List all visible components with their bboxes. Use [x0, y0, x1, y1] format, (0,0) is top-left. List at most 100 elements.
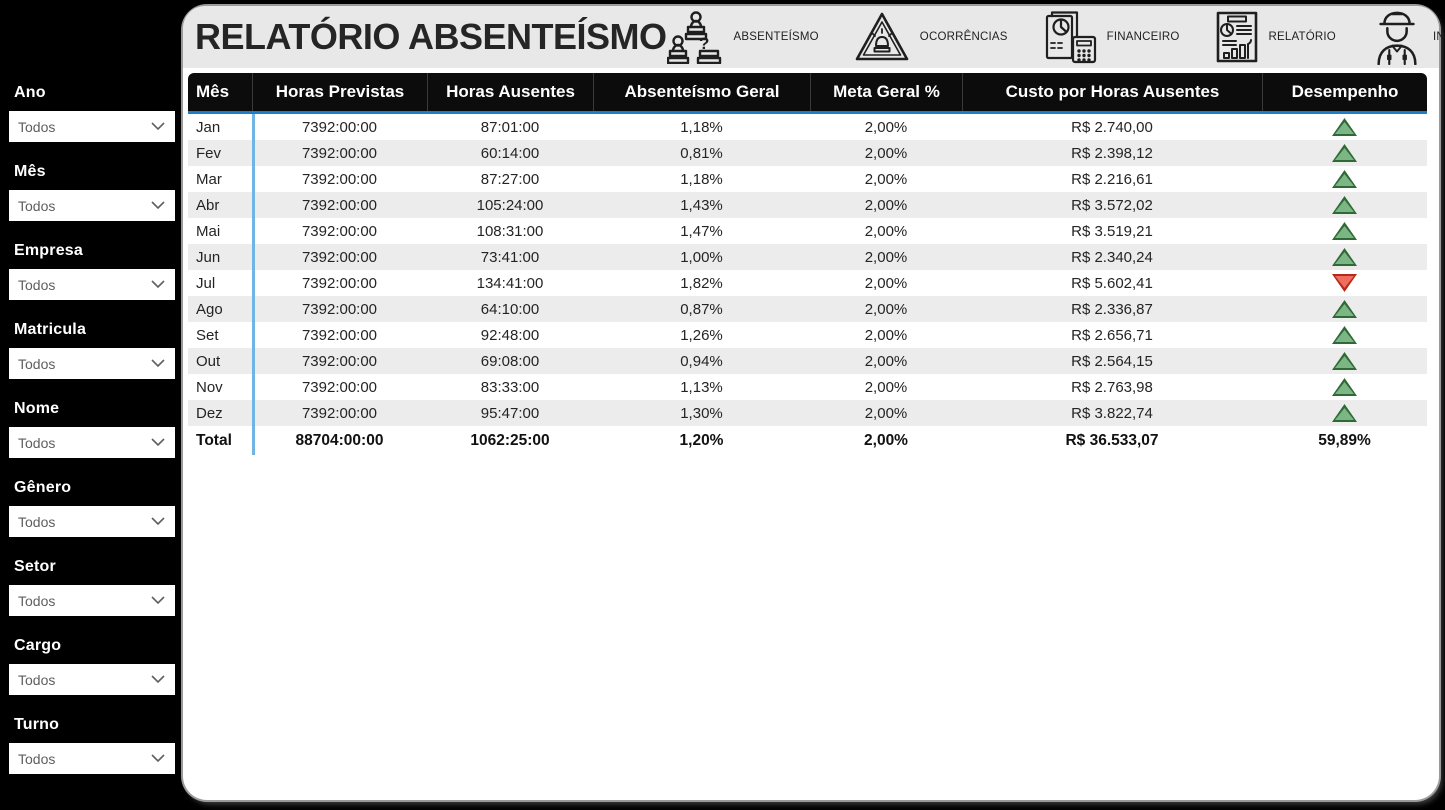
- cell-desempenho: [1262, 352, 1427, 370]
- nome-filter-dropdown[interactable]: Todos: [9, 427, 175, 458]
- cell-horas-previstas: 7392:00:00: [301, 196, 378, 214]
- filter-group-turno: Turno Todos: [9, 716, 175, 774]
- cell-horas-ausentes: 64:10:00: [480, 300, 540, 318]
- cell-horas-previstas: 7392:00:00: [301, 352, 378, 370]
- cell-custo: R$ 5.602,41: [1071, 274, 1153, 292]
- financial-document-calculator-icon: [1045, 11, 1096, 64]
- cell-desempenho: [1262, 300, 1427, 318]
- column-header-mes[interactable]: Mês: [196, 82, 230, 101]
- table-row-dez[interactable]: Dez 7392:00:00 95:47:00 1,30% 2,00% R$ 3…: [188, 400, 1427, 426]
- cell-desempenho: [1262, 170, 1427, 188]
- kpi-triangle-icon: [1332, 326, 1357, 344]
- cell-mes: Mai: [196, 222, 221, 240]
- cell-horas-ausentes: 87:27:00: [480, 170, 540, 188]
- chevron-down-icon: [151, 280, 165, 289]
- dropdown-value: Todos: [18, 355, 56, 372]
- column-header-absenteismo-geral[interactable]: Absenteísmo Geral: [593, 73, 810, 111]
- table-row-abr[interactable]: Abr 7392:00:00 105:24:00 1,43% 2,00% R$ …: [188, 192, 1427, 218]
- chevron-down-icon: [151, 754, 165, 763]
- cell-custo: R$ 3.519,21: [1071, 222, 1153, 240]
- table-row-set[interactable]: Set 7392:00:00 92:48:00 1,26% 2,00% R$ 2…: [188, 322, 1427, 348]
- cargo-filter-dropdown[interactable]: Todos: [9, 664, 175, 695]
- filter-group-empresa: Empresa Todos: [9, 242, 175, 300]
- nav-item-relatorio[interactable]: RELATÓRIO: [1214, 10, 1336, 64]
- cell-meta: 2,00%: [864, 404, 908, 422]
- nav-item-individual[interactable]: INDIVIDUAL: [1370, 9, 1445, 65]
- cell-desempenho: [1262, 248, 1427, 266]
- cell-desempenho: [1262, 196, 1427, 214]
- cell-desempenho: [1262, 378, 1427, 396]
- table-row-nov[interactable]: Nov 7392:00:00 83:33:00 1,13% 2,00% R$ 2…: [188, 374, 1427, 400]
- cell-horas-previstas: 7392:00:00: [301, 144, 378, 162]
- column-header-meta-geral[interactable]: Meta Geral %: [810, 73, 962, 111]
- setor-filter-dropdown[interactable]: Todos: [9, 585, 175, 616]
- cell-absenteismo: 1,82%: [680, 274, 723, 292]
- cell-absenteismo: 1,30%: [680, 404, 723, 422]
- table-row-jun[interactable]: Jun 7392:00:00 73:41:00 1,00% 2,00% R$ 2…: [188, 244, 1427, 270]
- svg-text:?: ?: [699, 34, 709, 53]
- kpi-triangle-icon: [1332, 274, 1357, 292]
- cell-horas-ausentes: 87:01:00: [480, 118, 540, 136]
- cell-meta: 2,00%: [864, 378, 908, 396]
- absenteeism-table: Mês Horas Previstas Horas Ausentes Absen…: [188, 73, 1427, 455]
- table-row-out[interactable]: Out 7392:00:00 69:08:00 0,94% 2,00% R$ 2…: [188, 348, 1427, 374]
- cell-horas-previstas: 7392:00:00: [301, 118, 378, 136]
- table-row-jan[interactable]: Jan 7392:00:00 87:01:00 1,18% 2,00% R$ 2…: [188, 114, 1427, 140]
- column-header-horas-previstas[interactable]: Horas Previstas: [252, 73, 427, 111]
- kpi-triangle-icon: [1332, 118, 1357, 136]
- report-chart-document-icon: [1216, 11, 1257, 63]
- cell-meta: 2,00%: [864, 170, 908, 188]
- individual-worker-icon: [1377, 11, 1417, 65]
- table-row-jul[interactable]: Jul 7392:00:00 134:41:00 1,82% 2,00% R$ …: [188, 270, 1427, 296]
- cell-mes: Jan: [196, 118, 221, 136]
- cell-absenteismo: 1,13%: [680, 378, 723, 396]
- column-header-custo[interactable]: Custo por Horas Ausentes: [962, 73, 1262, 111]
- nav-item-financeiro[interactable]: FINANCEIRO: [1042, 10, 1180, 64]
- cell-mes: Dez: [196, 404, 223, 422]
- nav-label: INDIVIDUAL: [1432, 31, 1445, 43]
- ano-filter-dropdown[interactable]: Todos: [9, 111, 175, 142]
- cell-mes: Set: [196, 326, 219, 344]
- cell-custo: R$ 2.656,71: [1071, 326, 1153, 344]
- filter-group-nome: Nome Todos: [9, 400, 175, 458]
- nav-item-absenteismo[interactable]: ? ABSENTEÍSMO: [666, 10, 819, 64]
- table-row-mar[interactable]: Mar 7392:00:00 87:27:00 1,18% 2,00% R$ 2…: [188, 166, 1427, 192]
- filter-label-setor: Setor: [14, 558, 56, 575]
- column-header-desempenho[interactable]: Desempenho: [1262, 73, 1427, 111]
- table-row-fev[interactable]: Fev 7392:00:00 60:14:00 0,81% 2,00% R$ 2…: [188, 140, 1427, 166]
- cell-custo: R$ 2.740,00: [1071, 118, 1153, 136]
- chevron-down-icon: [151, 438, 165, 447]
- filter-group-ano: Ano Todos: [9, 84, 175, 142]
- cell-desempenho: [1262, 326, 1427, 344]
- kpi-triangle-icon: [1332, 352, 1357, 370]
- page-nav: ? ABSENTEÍSMO OCORRÊNCIAS: [666, 9, 1445, 65]
- filter-label-empresa: Empresa: [14, 242, 83, 259]
- cell-absenteismo: 1,18%: [680, 170, 723, 188]
- cell-desempenho: [1262, 222, 1427, 240]
- cell-horas-previstas: 7392:00:00: [301, 222, 378, 240]
- cell-horas-ausentes: 134:41:00: [476, 274, 544, 292]
- cell-meta: 2,00%: [864, 274, 908, 292]
- cell-custo: R$ 2.564,15: [1071, 352, 1153, 370]
- total-meta: 2,00%: [864, 431, 908, 449]
- matricula-filter-dropdown[interactable]: Todos: [9, 348, 175, 379]
- filter-label-mes: Mês: [14, 163, 46, 180]
- cell-mes: Mar: [196, 170, 222, 188]
- genero-filter-dropdown[interactable]: Todos: [9, 506, 175, 537]
- mes-filter-dropdown[interactable]: Todos: [9, 190, 175, 221]
- table-row-mai[interactable]: Mai 7392:00:00 108:31:00 1,47% 2,00% R$ …: [188, 218, 1427, 244]
- table-row-ago[interactable]: Ago 7392:00:00 64:10:00 0,87% 2,00% R$ 2…: [188, 296, 1427, 322]
- chevron-down-icon: [151, 201, 165, 210]
- turno-filter-dropdown[interactable]: Todos: [9, 743, 175, 774]
- filter-label-nome: Nome: [14, 400, 60, 417]
- filter-group-cargo: Cargo Todos: [9, 637, 175, 695]
- total-absenteismo: 1,20%: [679, 431, 724, 449]
- column-header-horas-ausentes[interactable]: Horas Ausentes: [427, 73, 593, 111]
- cell-horas-previstas: 7392:00:00: [301, 404, 378, 422]
- cell-absenteismo: 1,18%: [680, 118, 723, 136]
- nav-item-ocorrencias[interactable]: OCORRÊNCIAS: [853, 11, 1008, 63]
- cell-meta: 2,00%: [864, 144, 908, 162]
- empresa-filter-dropdown[interactable]: Todos: [9, 269, 175, 300]
- table-total-row: Total 88704:00:00 1062:25:00 1,20% 2,00%…: [188, 426, 1427, 455]
- filter-group-matricula: Matricula Todos: [9, 321, 175, 379]
